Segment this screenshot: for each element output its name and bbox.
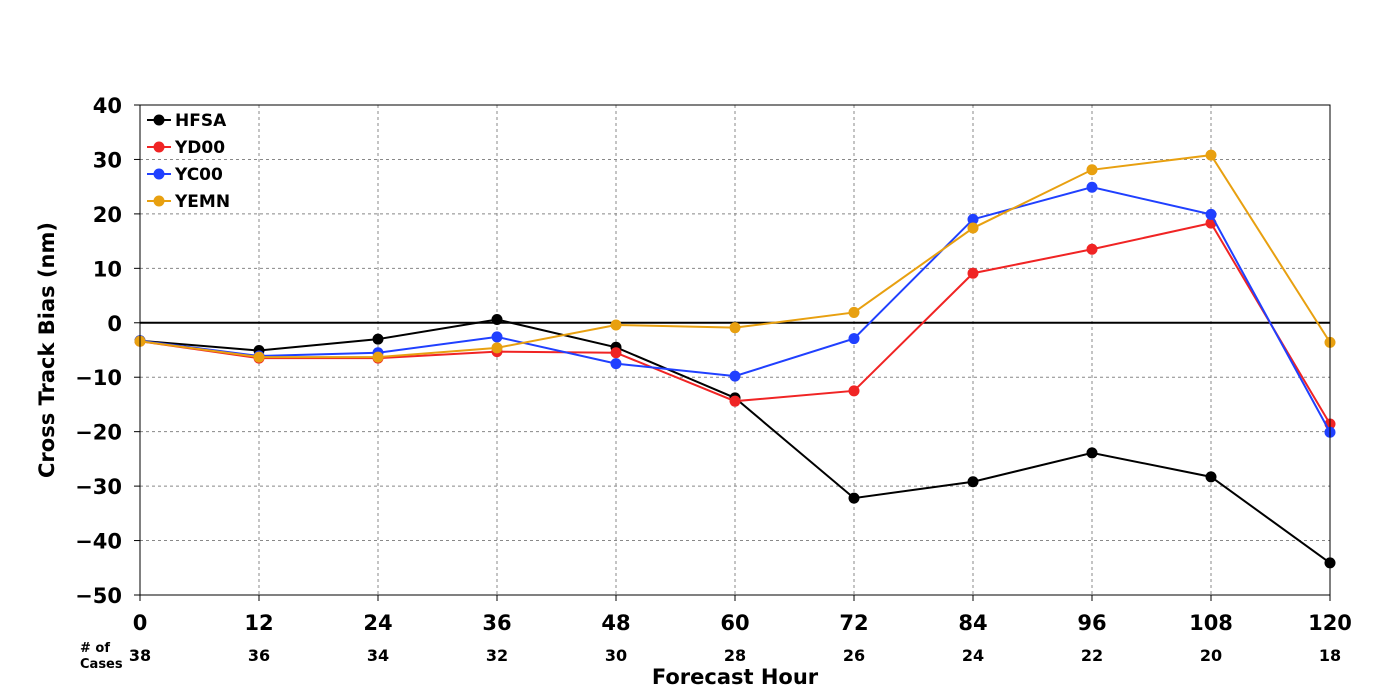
legend: HFSA YD00 YC00 YEMN (147, 111, 230, 212)
case-count: 38 (129, 646, 151, 665)
y-tick-label: 30 (93, 148, 122, 172)
case-count: 32 (486, 646, 508, 665)
case-count: 34 (367, 646, 389, 665)
data-point (848, 333, 860, 345)
legend-item: YD00 (147, 138, 225, 158)
cases-label: Cases (80, 657, 123, 672)
x-tick-label: 24 (363, 611, 392, 635)
data-point (967, 476, 979, 488)
y-tick-label: −10 (75, 366, 122, 390)
data-point (1205, 471, 1217, 483)
legend-label: YD00 (174, 138, 225, 158)
data-point (1205, 149, 1217, 161)
x-tick-label: 96 (1077, 611, 1106, 635)
legend-swatch-marker (153, 114, 165, 126)
x-axis-label: Forecast Hour (652, 665, 819, 689)
legend-swatch-marker (153, 195, 165, 207)
y-tick-label: −40 (75, 530, 122, 554)
case-count: 36 (248, 646, 270, 665)
data-series (134, 149, 1336, 569)
data-point (848, 385, 860, 397)
gridlines (140, 105, 1330, 595)
data-point (372, 351, 384, 363)
y-tick-label: 20 (93, 203, 122, 227)
y-axis-label: Cross Track Bias (nm) (35, 222, 59, 478)
y-tick-label: −20 (75, 421, 122, 445)
data-point (491, 342, 503, 354)
legend-label: YC00 (174, 165, 223, 185)
x-tick-label: 108 (1189, 611, 1233, 635)
cases-label: # of (80, 641, 110, 656)
data-point (967, 222, 979, 234)
case-count: 30 (605, 646, 627, 665)
data-point (729, 370, 741, 382)
data-point (1086, 447, 1098, 459)
axis-ticks: 40 30 20 10 0 −10 −20 −30 −40 −50 0 12 24 36 48 60 72 84 9… (75, 94, 1352, 635)
data-point (491, 331, 503, 343)
data-point (610, 358, 622, 370)
y-tick-label: −50 (75, 584, 122, 608)
data-point (967, 267, 979, 279)
x-tick-label: 60 (720, 611, 749, 635)
y-tick-label: 10 (93, 257, 122, 281)
data-point (848, 306, 860, 318)
data-point (1086, 181, 1098, 193)
data-point (253, 351, 265, 363)
data-point (610, 319, 622, 331)
data-point (491, 314, 503, 326)
data-point (1086, 243, 1098, 255)
series-yc00 (134, 181, 1336, 438)
case-count: 22 (1081, 646, 1103, 665)
data-point (610, 347, 622, 359)
x-tick-label: 84 (958, 611, 987, 635)
legend-label: YEMN (174, 192, 230, 212)
case-count: 28 (724, 646, 746, 665)
legend-item: HFSA (147, 111, 227, 131)
data-point (729, 395, 741, 407)
y-tick-label: 40 (93, 94, 122, 118)
x-tick-label: 0 (133, 611, 148, 635)
x-tick-label: 120 (1308, 611, 1352, 635)
x-tick-label: 48 (601, 611, 630, 635)
legend-item: YEMN (147, 192, 230, 212)
legend-item: YC00 (147, 165, 223, 185)
y-tick-label: 0 (107, 312, 122, 336)
y-tick-label: −30 (75, 475, 122, 499)
case-count: 18 (1319, 646, 1341, 665)
legend-swatch-marker (153, 141, 165, 153)
x-tick-label: 72 (839, 611, 868, 635)
case-count: 20 (1200, 646, 1222, 665)
case-count: 26 (843, 646, 865, 665)
data-point (848, 492, 860, 504)
data-point (729, 322, 741, 334)
x-tick-label: 36 (482, 611, 511, 635)
data-point (372, 333, 384, 345)
x-tick-label: 12 (244, 611, 273, 635)
data-point (967, 213, 979, 225)
data-point (1086, 164, 1098, 176)
legend-label: HFSA (175, 111, 227, 131)
data-point (1205, 208, 1217, 220)
legend-swatch-marker (153, 168, 165, 180)
case-count: 24 (962, 646, 984, 665)
